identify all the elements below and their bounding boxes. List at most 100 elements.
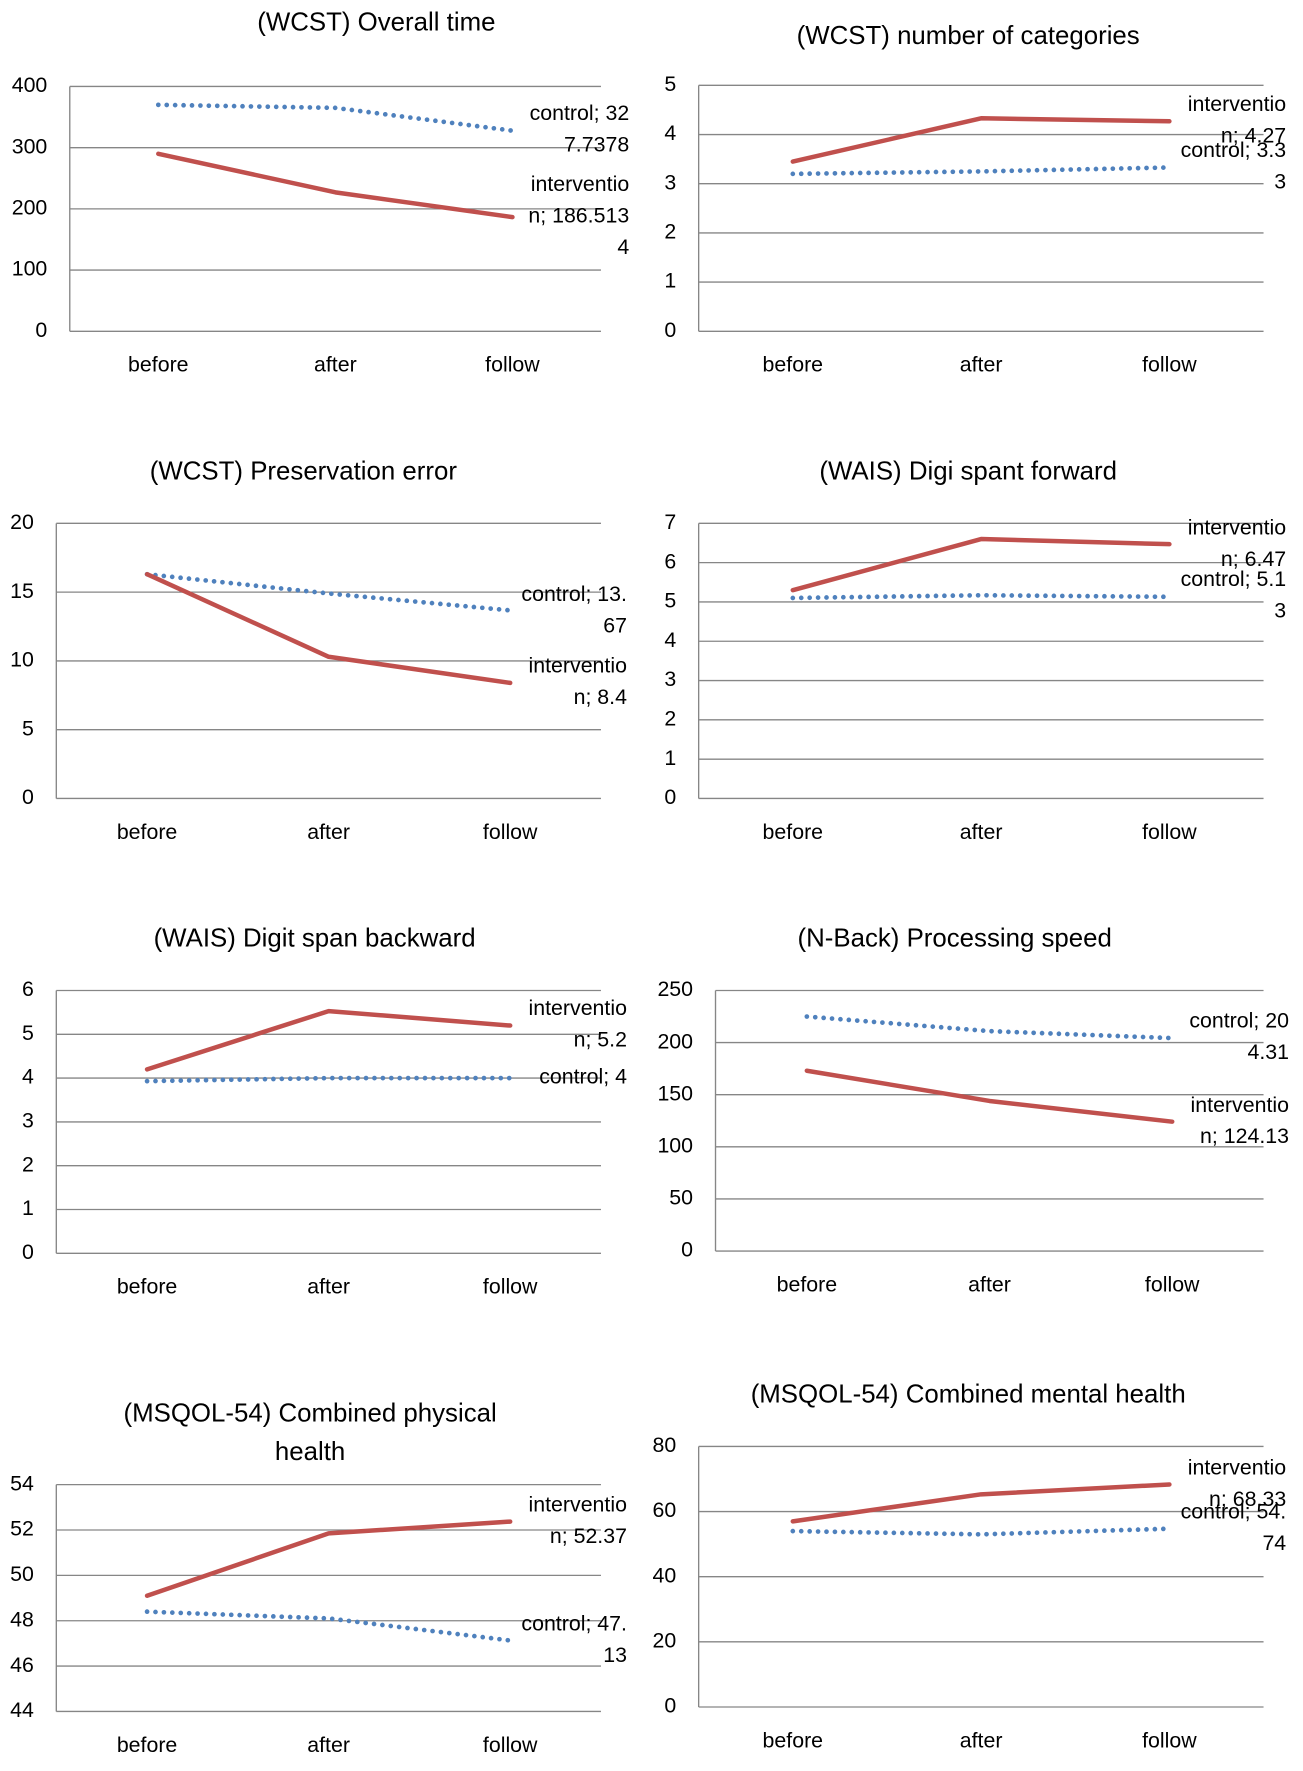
y-tick-label: 6 — [22, 977, 34, 1001]
y-tick-label: 0 — [22, 785, 34, 809]
series-line — [144, 571, 513, 686]
data-label-box: control; 5.13 — [1174, 529, 1287, 664]
x-tick-label: before — [117, 820, 177, 844]
data-label: control; 54.74 — [1180, 1500, 1287, 1556]
y-tick-label: 100 — [12, 257, 48, 281]
chart-title-wrap: (WCST) Preservation error — [34, 451, 573, 496]
y-tick-label: 0 — [664, 318, 676, 342]
chart-title-wrap: (N-Back) Processing speed — [685, 919, 1224, 964]
data-label-wrap: intervention; 68.33 — [1174, 1417, 1286, 1552]
y-tick-label: 0 — [664, 1694, 676, 1718]
y-tick-label: 3 — [22, 1109, 34, 1133]
series-line — [790, 536, 1172, 593]
y-tick-label: 7 — [664, 510, 676, 534]
series-line — [144, 1519, 513, 1599]
data-label-wrap: control; 5.13 — [1174, 529, 1287, 664]
chart-title-wrap: (WCST) Overall time — [107, 2, 646, 47]
y-tick-label: 44 — [10, 1698, 34, 1722]
x-tick-label: after — [960, 1728, 1003, 1752]
data-label: control; 4 — [539, 1065, 627, 1090]
series-line — [790, 1526, 1172, 1537]
data-label-wrap: intervention; 124.13 — [1177, 1054, 1289, 1189]
x-tick-label: before — [763, 820, 823, 844]
data-label-wrap: control; 47.13 — [515, 1573, 627, 1708]
series-line — [790, 116, 1172, 164]
series-line — [155, 102, 515, 134]
y-tick-label: 0 — [35, 318, 47, 342]
y-tick-label: 0 — [22, 1240, 34, 1264]
y-tick-label: 15 — [10, 579, 34, 603]
series-line — [790, 1482, 1172, 1524]
y-tick-label: 5 — [664, 72, 676, 96]
chart-title: (MSQOL-54) Combined mental health — [750, 1379, 1186, 1409]
x-tick-label: before — [777, 1272, 837, 1296]
y-tick-label: 40 — [652, 1563, 676, 1587]
y-tick-label: 150 — [657, 1081, 693, 1105]
y-tick-label: 46 — [10, 1653, 34, 1677]
series-line — [804, 1068, 1175, 1124]
chart-title: (WCST) Overall time — [257, 6, 496, 36]
data-label-box: intervention; 52.37 — [515, 1454, 627, 1589]
data-label: control; 13.67 — [521, 582, 627, 638]
chart-title-box: (MSQOL-54) Combined physical health — [91, 1394, 529, 1484]
series-line — [156, 151, 515, 220]
chart-title-wrap: (WCST) number of categories — [699, 16, 1238, 61]
series-line — [790, 592, 1172, 601]
y-tick-label: 3 — [664, 667, 676, 691]
y-tick-label: 54 — [10, 1471, 34, 1495]
data-label: control; 327.7378 — [529, 102, 630, 158]
chart-title-box: (WCST) number of categories — [699, 16, 1238, 61]
y-tick-label: 100 — [657, 1133, 693, 1157]
data-label: control; 3.33 — [1180, 139, 1287, 195]
data-label-wrap: intervention; 52.37 — [515, 1454, 627, 1589]
chart-title-wrap: (MSQOL-54) Combined physical health — [91, 1394, 529, 1484]
chart-title-box: (WCST) Overall time — [107, 2, 646, 47]
x-tick-label: follow — [1145, 1272, 1200, 1296]
x-tick-label: follow — [485, 353, 540, 377]
y-tick-label: 200 — [657, 1029, 693, 1053]
data-label-wrap: control; 13.67 — [515, 543, 627, 678]
y-tick-label: 5 — [664, 589, 676, 613]
data-label: intervention; 68.33 — [1187, 1456, 1287, 1512]
x-tick-label: follow — [483, 1733, 538, 1757]
y-tick-label: 4 — [664, 628, 676, 652]
y-tick-label: 5 — [22, 1021, 34, 1045]
x-tick-label: follow — [483, 820, 538, 844]
data-label-wrap: intervention; 5.2 — [515, 958, 627, 1093]
y-tick-label: 5 — [22, 716, 34, 740]
series-line — [144, 1609, 513, 1643]
data-label: intervention; 6.47 — [1187, 516, 1287, 572]
data-label: intervention; 124.13 — [1190, 1093, 1289, 1149]
x-tick-label: after — [960, 820, 1003, 844]
series-line — [790, 165, 1172, 177]
data-label-box: intervention; 68.33 — [1174, 1417, 1286, 1552]
data-label: control; 47.13 — [521, 1612, 627, 1668]
data-label-box: control; 13.67 — [515, 543, 627, 678]
data-label-box: intervention; 4.27 — [1188, 93, 1286, 148]
x-tick-label: before — [763, 353, 823, 377]
chart-title: (WAIS) Digi spant forward — [819, 455, 1117, 486]
data-label-box: control; 3.33 — [1180, 139, 1287, 195]
x-tick-label: after — [307, 820, 350, 844]
series-line — [144, 571, 513, 613]
y-tick-label: 1 — [664, 746, 676, 770]
data-label-box: control; 54.74 — [1180, 1500, 1287, 1556]
y-tick-label: 2 — [664, 706, 676, 730]
data-label-wrap: control; 4 — [515, 1011, 627, 1146]
x-tick-label: before — [117, 1733, 177, 1757]
data-label-box: control; 204.31 — [1177, 971, 1289, 1106]
x-tick-label: before — [117, 1275, 177, 1299]
y-tick-label: 80 — [652, 1433, 676, 1457]
x-tick-label: after — [314, 353, 357, 377]
chart-title-box: (WAIS) Digit span backward — [45, 919, 584, 964]
chart-title: (WCST) Preservation error — [149, 455, 457, 486]
data-label-wrap: intervention; 6.47 — [1174, 477, 1286, 612]
data-label: control; 5.13 — [1180, 568, 1287, 624]
y-tick-label: 20 — [652, 1628, 676, 1652]
data-label-wrap: intervention; 8.4 — [515, 616, 627, 751]
x-tick-label: follow — [1142, 820, 1197, 844]
x-tick-label: follow — [1142, 1728, 1197, 1752]
chart-title-wrap: (WAIS) Digit span backward — [45, 919, 584, 964]
data-label-wrap: control; 204.31 — [1177, 971, 1289, 1106]
